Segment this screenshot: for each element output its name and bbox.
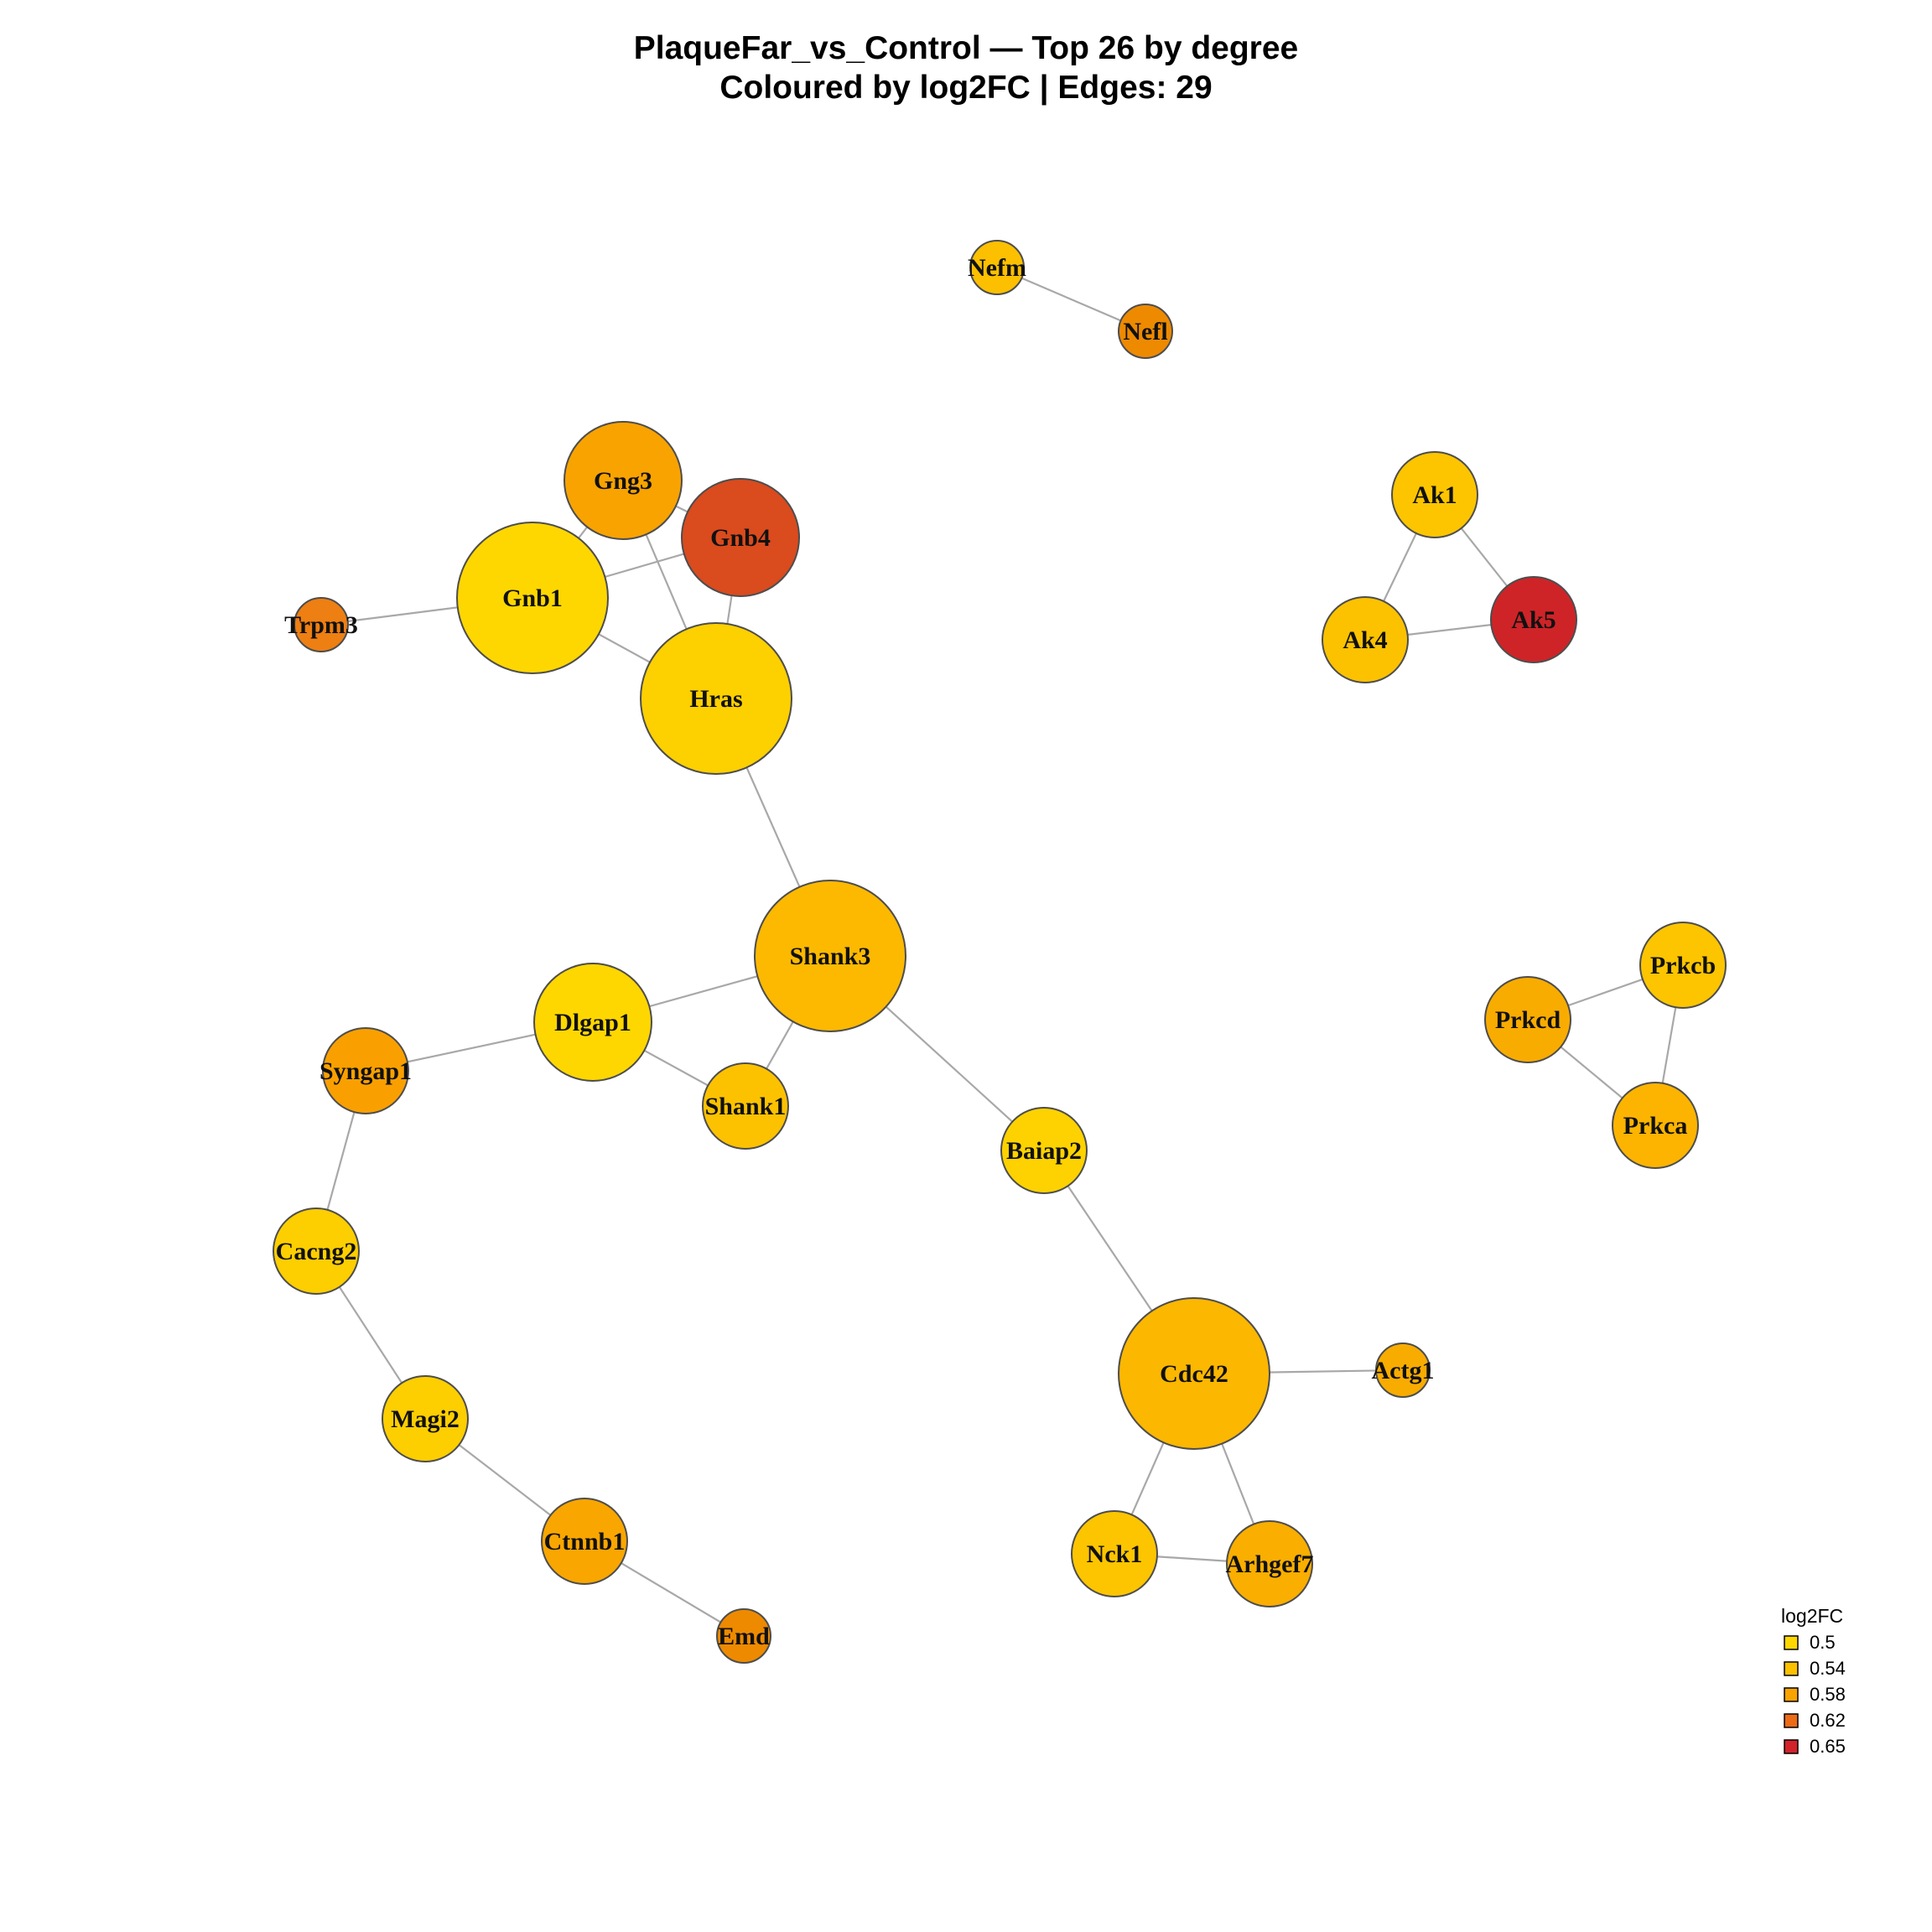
node-label: Cdc42 — [1160, 1360, 1228, 1388]
node-label: Arhgef7 — [1226, 1550, 1314, 1578]
node-trpm3: Trpm3 — [284, 597, 358, 652]
node-label: Emd — [718, 1623, 770, 1650]
node-circle — [456, 522, 609, 674]
node-magi2: Magi2 — [382, 1375, 469, 1462]
node-circle — [1000, 1107, 1088, 1194]
node-prkcd: Prkcd — [1484, 976, 1571, 1063]
node-circle — [1375, 1343, 1431, 1398]
node-label: Cacng2 — [276, 1238, 357, 1265]
node-arhgef7: Arhgef7 — [1226, 1520, 1314, 1607]
node-label: Prkcd — [1495, 1006, 1561, 1034]
legend-items: 0.5 0.54 0.58 0.62 0.65 — [1784, 1632, 1846, 1757]
node-circle — [969, 240, 1025, 295]
legend-swatch — [1784, 1739, 1799, 1754]
node-circle — [293, 597, 349, 652]
node-label: Gnb4 — [710, 524, 771, 552]
nodes-layer: Nefm Nefl Gng3 Gnb4 Gnb1 Trpm3 Hras Ak1 Ak4 Ak5 Sh… — [273, 240, 1727, 1664]
node-circle — [1612, 1082, 1699, 1169]
node-circle — [533, 963, 652, 1082]
legend-swatch — [1784, 1687, 1799, 1702]
legend-label: 0.5 — [1810, 1632, 1836, 1653]
node-circle — [382, 1375, 469, 1462]
legend-swatch — [1784, 1635, 1799, 1650]
node-circle — [1071, 1510, 1158, 1597]
node-label: Hras — [689, 685, 742, 713]
node-circle — [1490, 576, 1577, 663]
node-circle — [322, 1027, 409, 1114]
node-label: Prkca — [1623, 1112, 1688, 1140]
node-gnb4: Gnb4 — [681, 478, 800, 597]
node-label: Nck1 — [1087, 1540, 1143, 1568]
node-circle — [1322, 596, 1409, 683]
node-circle — [1484, 976, 1571, 1063]
node-nck1: Nck1 — [1071, 1510, 1158, 1597]
node-shank3: Shank3 — [754, 880, 906, 1032]
node-actg1: Actg1 — [1372, 1343, 1435, 1398]
node-shank1: Shank1 — [702, 1062, 789, 1150]
node-label: Prkcb — [1650, 952, 1716, 979]
node-label: Actg1 — [1372, 1357, 1435, 1384]
legend-label: 0.58 — [1810, 1684, 1846, 1705]
node-ctnnb1: Ctnnb1 — [541, 1498, 628, 1585]
node-emd: Emd — [716, 1608, 771, 1664]
edges-layer — [314, 266, 1685, 1637]
legend-label: 0.54 — [1810, 1658, 1846, 1679]
node-label: Ak1 — [1412, 481, 1457, 509]
node-label: Magi2 — [391, 1405, 460, 1433]
node-nefm: Nefm — [968, 240, 1026, 295]
node-circle — [754, 880, 906, 1032]
legend-title: log2FC — [1781, 1605, 1843, 1627]
node-prkcb: Prkcb — [1639, 922, 1727, 1009]
node-circle — [541, 1498, 628, 1585]
node-label: Nefm — [968, 254, 1026, 282]
legend: log2FC 0.5 0.54 0.58 0.62 0.65 — [1781, 1605, 1846, 1757]
node-gng3: Gng3 — [564, 421, 683, 540]
node-syngap1: Syngap1 — [319, 1027, 412, 1114]
node-label: Syngap1 — [319, 1057, 412, 1085]
node-label: Trpm3 — [284, 611, 358, 639]
node-circle — [702, 1062, 789, 1150]
node-circle — [273, 1208, 360, 1295]
node-prkca: Prkca — [1612, 1082, 1699, 1169]
legend-label: 0.65 — [1810, 1736, 1846, 1757]
node-circle — [564, 421, 683, 540]
node-circle — [1118, 1297, 1270, 1450]
node-label: Dlgap1 — [554, 1009, 631, 1036]
node-label: Gnb1 — [502, 584, 563, 612]
node-cacng2: Cacng2 — [273, 1208, 360, 1295]
node-circle — [1226, 1520, 1313, 1607]
node-circle — [681, 478, 800, 597]
node-ak5: Ak5 — [1490, 576, 1577, 663]
node-gnb1: Gnb1 — [456, 522, 609, 674]
legend-label: 0.62 — [1810, 1710, 1846, 1731]
node-label: Ctnnb1 — [544, 1528, 626, 1555]
node-label: Nefl — [1123, 318, 1167, 345]
node-label: Ak4 — [1343, 626, 1387, 654]
node-label: Gng3 — [594, 467, 652, 495]
node-label: Shank3 — [790, 943, 871, 970]
legend-swatch — [1784, 1661, 1799, 1676]
node-dlgap1: Dlgap1 — [533, 963, 652, 1082]
node-label: Shank1 — [705, 1093, 787, 1120]
node-circle — [640, 622, 792, 775]
node-circle — [716, 1608, 771, 1664]
node-label: Ak5 — [1511, 606, 1555, 634]
node-label: Baiap2 — [1006, 1137, 1082, 1165]
node-nefl: Nefl — [1118, 304, 1173, 359]
plot-subtitle: Coloured by log2FC | Edges: 29 — [719, 70, 1212, 106]
plot-title: PlaqueFar_vs_Control — Top 26 by degree — [634, 30, 1299, 66]
node-baiap2: Baiap2 — [1000, 1107, 1088, 1194]
node-hras: Hras — [640, 622, 792, 775]
node-circle — [1391, 451, 1478, 538]
node-circle — [1118, 304, 1173, 359]
node-circle — [1639, 922, 1727, 1009]
node-cdc42: Cdc42 — [1118, 1297, 1270, 1450]
node-ak1: Ak1 — [1391, 451, 1478, 538]
legend-swatch — [1784, 1713, 1799, 1728]
node-ak4: Ak4 — [1322, 596, 1409, 683]
